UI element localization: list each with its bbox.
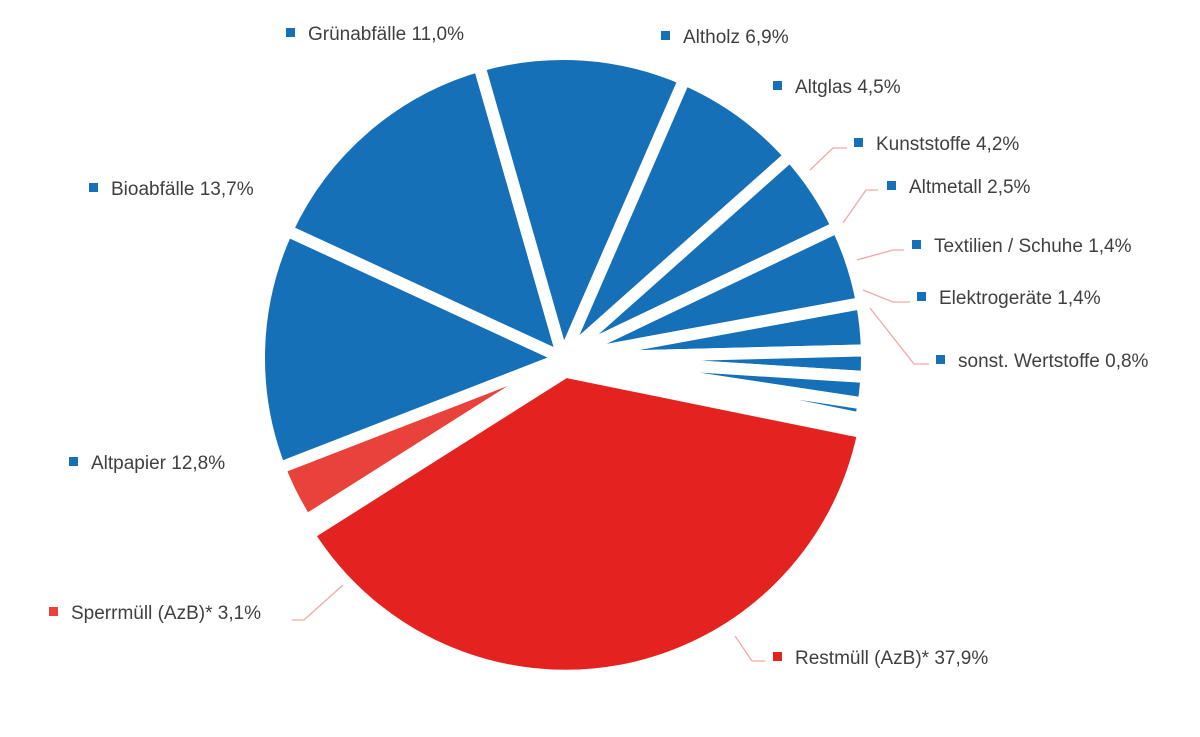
leader-line	[869, 307, 929, 365]
slice-label: Bioabfälle 13,7%	[111, 179, 254, 200]
leader-line	[809, 147, 847, 171]
slice-label: Restmüll (AzB)* 37,9%	[795, 648, 988, 669]
leader-lines	[292, 147, 929, 662]
legend-marker	[773, 652, 782, 661]
pie-slice-grünabfälle	[471, 48, 693, 376]
leader-line	[856, 249, 904, 261]
legend-marker	[286, 28, 295, 37]
slice-label: Textilien / Schuhe 1,4%	[934, 236, 1132, 257]
legend-marker	[917, 292, 926, 301]
slice-label: sonst. Wertstoffe 0,8%	[958, 351, 1149, 372]
legend-marker	[89, 183, 98, 192]
legend-marker	[69, 457, 78, 466]
pie-slice-altpapier	[253, 222, 579, 476]
slice-label: Altpapier 12,8%	[91, 453, 225, 474]
leader-line	[292, 584, 344, 621]
slice-label: Altholz 6,9%	[683, 27, 789, 48]
leader-line	[734, 635, 765, 662]
leader-line	[842, 189, 878, 224]
slice-label: Sperrmüll (AzB)* 3,1%	[71, 603, 261, 624]
pie-slices	[253, 48, 874, 682]
slice-labels: Restmüll (AzB)* 37,9% Sperrmüll (AzB)* 3,…	[49, 24, 1149, 669]
pie-slice-sonst-wertstoffe	[561, 352, 871, 426]
legend-marker	[912, 240, 921, 249]
legend-marker	[854, 138, 863, 147]
slice-label: Kunststoffe 4,2%	[876, 134, 1019, 155]
pie-slice-restmüll-azb	[300, 365, 871, 682]
legend-marker	[936, 355, 945, 364]
legend-marker	[49, 607, 58, 616]
legend-marker	[773, 81, 782, 90]
legend-marker	[887, 181, 896, 190]
slice-label: Altmetall 2,5%	[909, 177, 1031, 198]
slice-label: Elektrogeräte 1,4%	[939, 288, 1101, 309]
slice-label: Altglas 4,5%	[795, 77, 901, 98]
leader-line	[862, 289, 910, 303]
legend-marker	[661, 31, 670, 40]
slice-label: Grünabfälle 11,0%	[308, 24, 464, 45]
